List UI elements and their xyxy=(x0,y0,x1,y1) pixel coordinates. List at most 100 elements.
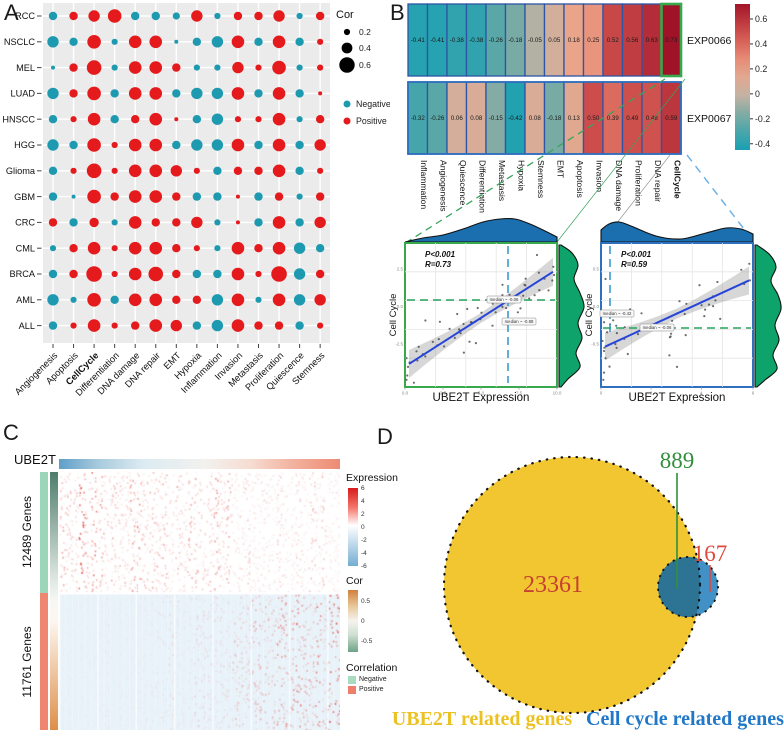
data-point xyxy=(602,349,606,353)
cor-dot xyxy=(149,112,163,126)
panel-b-colorbar xyxy=(735,4,750,150)
cor-dot xyxy=(293,294,306,306)
data-point xyxy=(524,284,527,287)
size-legend-dot xyxy=(343,28,351,36)
x-axis-label: UBE2T Expression xyxy=(629,392,726,404)
cor-legend-title: Cor xyxy=(346,575,363,587)
cor-dot xyxy=(128,293,142,307)
cor-dot xyxy=(254,321,263,330)
dotplot-row-label: NSCLC xyxy=(4,37,36,47)
cor-dot xyxy=(69,37,78,46)
cor-dot xyxy=(51,65,55,70)
cor-dot xyxy=(69,11,78,21)
side-density xyxy=(754,244,782,388)
data-point xyxy=(524,277,527,280)
cor-dot xyxy=(213,192,222,201)
colorbar-tick-label: -0.4 xyxy=(755,139,770,149)
heatmap-col-label: Quiescence xyxy=(458,160,468,206)
cor-dot xyxy=(111,322,118,329)
median-tag-label: median ~ -0.88 xyxy=(505,319,534,324)
cor-dot xyxy=(110,192,119,201)
dotplot-row-label: LUAD xyxy=(10,89,35,99)
cor-dot xyxy=(149,293,163,307)
cor-dot xyxy=(131,11,140,21)
dotplot-row-label: HNSCC xyxy=(2,114,35,124)
cor-dot xyxy=(315,192,325,201)
data-point xyxy=(437,338,440,341)
dotplot-row-label: Glioma xyxy=(6,166,36,176)
cor-dot xyxy=(214,64,221,71)
x-tick-label: 5.0 xyxy=(478,391,485,396)
cor-dot xyxy=(255,270,262,278)
data-point xyxy=(415,350,418,353)
data-point xyxy=(405,378,408,381)
heatmap-cell-value: 0.48 xyxy=(646,115,659,122)
cor-dot xyxy=(174,117,179,122)
cor-dot xyxy=(172,192,181,201)
expression-tick: -6 xyxy=(361,563,367,570)
data-point xyxy=(406,365,410,368)
data-point xyxy=(538,289,541,292)
cor-dot xyxy=(111,141,118,149)
cor-dot xyxy=(231,267,245,281)
data-point xyxy=(740,268,743,271)
heatmap-cell-value: -0.26 xyxy=(430,115,445,122)
regression-line xyxy=(408,270,554,365)
data-point xyxy=(462,322,465,326)
cor-dot xyxy=(151,218,160,227)
data-point xyxy=(424,355,427,358)
data-point xyxy=(678,300,681,303)
cor-dot xyxy=(315,244,325,253)
data-point xyxy=(707,303,711,306)
cor-dot xyxy=(131,115,140,124)
cor-dot xyxy=(318,91,323,96)
cor-dot xyxy=(111,167,118,174)
data-point xyxy=(453,336,456,339)
x-tick-label: 7.5 xyxy=(516,391,523,396)
data-point xyxy=(528,297,531,300)
negative-legend-label: Negative xyxy=(356,99,390,109)
cor-dot xyxy=(317,322,324,329)
cor-dot xyxy=(172,140,181,150)
size-legend-value: 0.2 xyxy=(359,27,371,37)
data-point xyxy=(608,365,611,368)
cor-dot xyxy=(47,36,59,48)
heatmap-cell-value: 0.52 xyxy=(607,37,620,44)
cor-dot xyxy=(254,140,263,150)
cor-dot xyxy=(254,192,263,201)
heatmap-cell-value: 0.25 xyxy=(587,37,600,44)
positive-legend-label: Positive xyxy=(356,116,387,126)
data-point xyxy=(458,328,461,331)
heatmap-col-label: Inflammation xyxy=(419,160,429,209)
data-point xyxy=(466,307,469,311)
cor-dot xyxy=(254,37,263,46)
cor-dot xyxy=(255,296,262,303)
data-point xyxy=(602,321,606,324)
correlation-positive-swatch xyxy=(348,686,356,694)
heatmap-cell-value: -0.32 xyxy=(411,115,426,122)
cor-dot xyxy=(235,194,240,199)
data-point xyxy=(685,302,688,305)
cor-dot xyxy=(69,63,78,72)
cor-dot xyxy=(69,244,78,253)
y-tick-label: -2.5 xyxy=(395,341,403,346)
cor-dot xyxy=(111,219,118,226)
cor-dot xyxy=(148,266,164,282)
expression-tick: -2 xyxy=(361,537,367,544)
data-point xyxy=(604,357,607,360)
cor-dot xyxy=(88,10,100,22)
cor-dot xyxy=(149,241,163,255)
ube2t-track-label: UBE2T xyxy=(14,452,56,467)
dotplot-row-label: CRC xyxy=(15,218,35,228)
data-point xyxy=(552,265,555,268)
median-tag xyxy=(501,317,537,326)
cor-dot xyxy=(149,35,163,49)
heatmap-cell-value: 0.56 xyxy=(626,37,639,44)
data-point xyxy=(535,253,539,257)
data-point xyxy=(612,319,615,322)
cor-dot xyxy=(128,61,142,74)
cor-dot xyxy=(69,140,78,150)
cor-dot xyxy=(295,89,304,98)
x-tick-label: 6 xyxy=(752,391,755,396)
data-point xyxy=(605,331,609,334)
